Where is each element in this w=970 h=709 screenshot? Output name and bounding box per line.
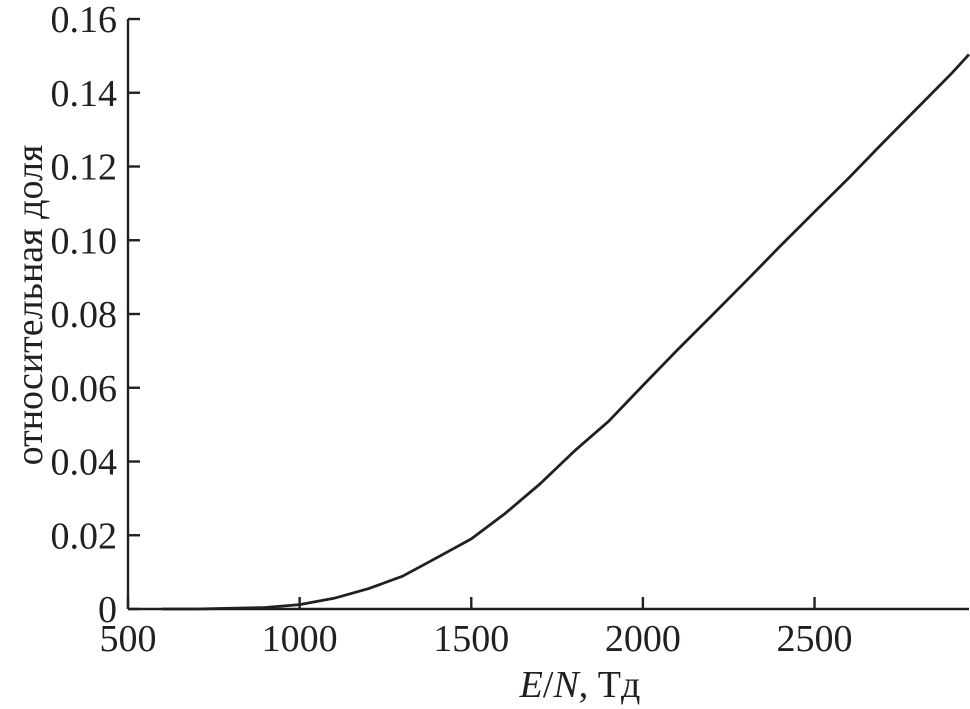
axes (126, 19, 969, 611)
y-tick-label: 0.16 (51, 0, 118, 41)
x-tick-label: 500 (100, 618, 157, 660)
y-tick-label: 0.10 (51, 220, 118, 262)
plot-series (162, 53, 970, 611)
y-tick-label: 0.08 (51, 294, 118, 336)
x-axis-title-unit: , Тд (579, 664, 641, 706)
x-tick-label: 1500 (433, 618, 509, 660)
series-line (162, 53, 970, 611)
y-tick-label: 0.02 (51, 515, 118, 557)
x-tick-label: 1000 (262, 618, 338, 660)
x-axis-title-var1: E (519, 664, 543, 706)
x-tick-label: 2000 (605, 618, 681, 660)
x-ticks: 500 1000 1500 2000 2500 (100, 597, 853, 660)
x-axis-title-var2: N (552, 664, 581, 706)
x-tick-label: 2500 (777, 618, 853, 660)
x-axis-title-slash: / (543, 664, 554, 706)
y-ticks: 0 0.02 0.04 0.06 0.08 0.10 0.12 0.14 0.16 (51, 0, 140, 631)
y-tick-label: 0.14 (51, 73, 118, 115)
y-tick-label: 0 (98, 589, 117, 631)
x-axis-title: E/N, Тд (519, 664, 641, 706)
y-axis-title: относительная доля (9, 145, 51, 466)
y-tick-label: 0.12 (51, 147, 118, 189)
y-tick-label: 0.06 (51, 368, 118, 410)
y-tick-label: 0.04 (51, 442, 118, 484)
